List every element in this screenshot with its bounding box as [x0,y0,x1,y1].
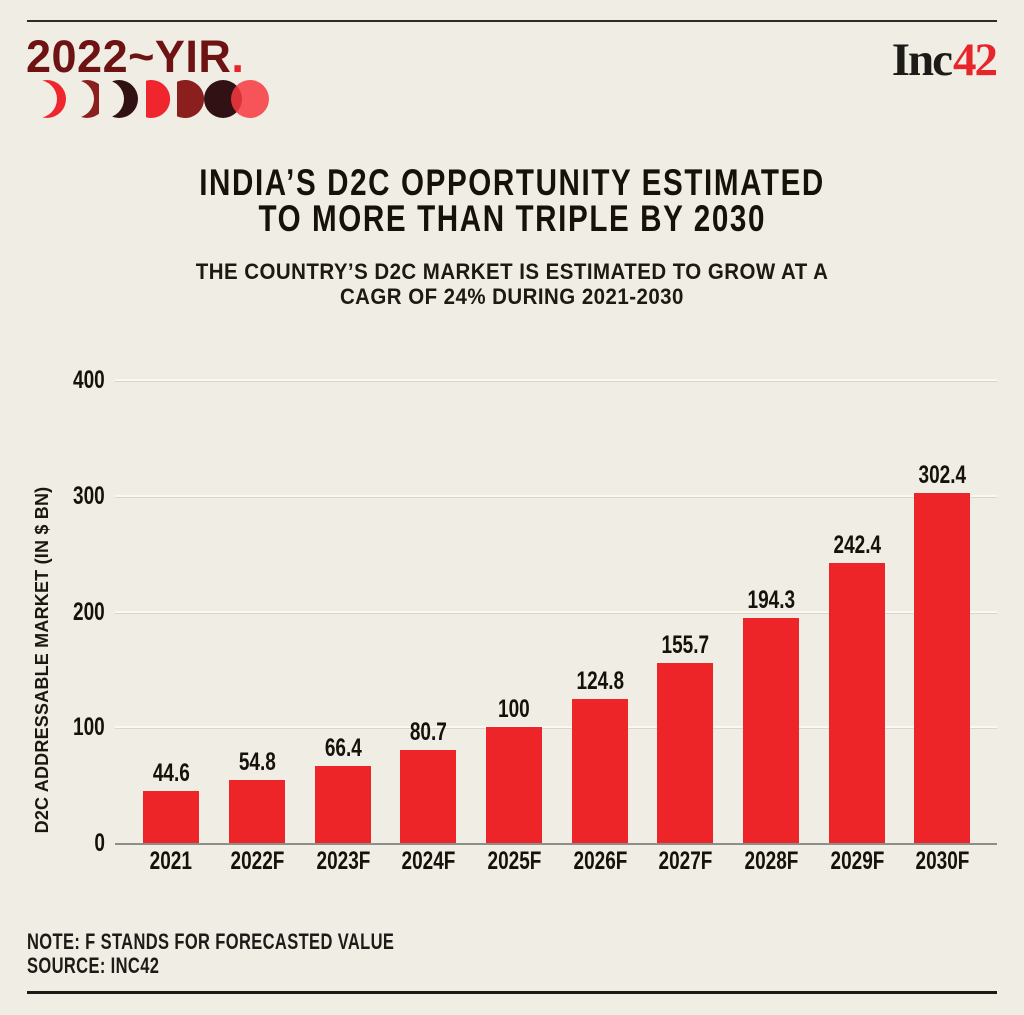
moon-phases-graphic [27,76,277,122]
bar-value-2026F-text: 124.8 [576,667,624,695]
x-axis-line [115,843,997,845]
chart-subtitle: THE COUNTRY’S D2C MARKET IS ESTIMATED TO… [0,259,1024,309]
bottom-divider [27,991,997,994]
x-tick-2028F: 2028F [711,848,831,874]
chart-subtitle-line1: THE COUNTRY’S D2C MARKET IS ESTIMATED TO… [195,259,829,284]
bar-value-2022F: 54.8 [197,749,317,775]
footer-note: NOTE: F STANDS FOR FORECASTED VALUE [27,929,395,954]
bar-value-2023F: 66.4 [283,735,403,761]
bar-value-2026F: 124.8 [540,668,660,694]
bar-2025F [486,727,542,843]
year-in-review-logo-dot: . [231,31,245,82]
chart-subtitle-line2: CAGR OF 24% DURING 2021-2030 [340,284,684,309]
footer-source: SOURCE: INC42 [27,953,160,978]
x-tick-2029F: 2029F [797,848,917,874]
crescent-dark-icon [99,80,138,118]
crescent-thin-red-icon [27,80,66,118]
bar-value-2030F-text: 302.4 [918,461,966,489]
bar-value-2030F: 302.4 [882,462,1002,488]
y-axis-title: D2C ADDRESSABLE MARKET (IN $ BN) [32,486,52,834]
bar-value-2021: 44.6 [111,760,231,786]
bar-2026F [572,699,628,843]
half-moon-red-icon [146,80,171,118]
x-tick-2025F-text: 2025F [487,847,541,875]
year-in-review-logo-text: 2022~YIR [26,31,232,82]
inc42-logo: Inc42 [891,34,998,86]
bar-2022F [229,780,285,843]
y-tick-400: 400 [25,367,105,393]
x-tick-2028F-text: 2028F [744,847,798,875]
inc42-logo-42: 42 [953,34,998,86]
bar-2021 [143,791,199,843]
y-tick-400-text: 400 [73,366,105,395]
bar-2027F [657,663,713,843]
x-tick-2027F: 2027F [625,848,745,874]
bar-2030F [914,493,970,843]
gridline-100 [115,726,997,729]
gibbous-maroon-icon [177,80,205,118]
y-tick-200: 200 [25,599,105,625]
bar-value-2023F-text: 66.4 [324,734,362,762]
bar-value-2028F-text: 194.3 [747,586,795,614]
year-in-review-logo: 2022~YIR. [26,34,244,80]
x-tick-2023F: 2023F [283,848,403,874]
bar-value-2024F: 80.7 [368,719,488,745]
x-tick-2027F-text: 2027F [658,847,712,875]
y-tick-100-text: 100 [73,713,105,742]
bar-value-2029F: 242.4 [797,532,917,558]
y-tick-300: 300 [25,483,105,509]
x-tick-2026F: 2026F [540,848,660,874]
x-tick-2023F-text: 2023F [316,847,370,875]
bar-2023F [315,766,371,843]
x-tick-2021: 2021 [111,848,231,874]
inc42-logo-inc: Inc [891,34,953,86]
footer: NOTE: F STANDS FOR FORECASTED VALUE SOUR… [27,930,517,978]
full-moon-dark-icon [204,80,242,118]
bar-2024F [400,750,456,843]
bar-value-2022F-text: 54.8 [238,748,276,776]
full-moon-red-icon [231,80,269,118]
x-tick-2021-text: 2021 [149,847,193,875]
bar-value-2025F-text: 100 [498,695,530,723]
chart-title: INDIA’S D2C OPPORTUNITY ESTIMATED TO MOR… [0,162,1024,239]
bar-value-2024F-text: 80.7 [409,718,447,746]
x-tick-2025F: 2025F [454,848,574,874]
gridline-300 [115,495,997,498]
bar-value-2028F: 194.3 [711,587,831,613]
bar-value-2027F: 155.7 [625,632,745,658]
chart-title-line2: TO MORE THAN TRIPLE BY 2030 [258,198,766,239]
bar-2028F [743,618,799,843]
x-tick-2029F-text: 2029F [830,847,884,875]
bar-2029F [829,563,885,843]
gridline-200 [115,610,997,613]
x-tick-2030F-text: 2030F [915,847,969,875]
x-tick-2022F: 2022F [197,848,317,874]
top-divider [27,20,997,22]
x-tick-2024F: 2024F [368,848,488,874]
crescent-maroon-icon [67,80,106,118]
y-tick-300-text: 300 [73,482,105,511]
bar-value-2021-text: 44.6 [152,759,190,787]
gridline-400 [115,379,997,382]
y-tick-0-text: 0 [94,829,105,857]
x-tick-2024F-text: 2024F [401,847,455,875]
bar-value-2027F-text: 155.7 [661,631,709,659]
x-tick-2030F: 2030F [882,848,1002,874]
x-tick-2022F-text: 2022F [230,847,284,875]
y-tick-100: 100 [25,714,105,740]
bar-value-2025F: 100 [454,696,574,722]
y-tick-200-text: 200 [73,597,105,626]
chart-title-line1: INDIA’S D2C OPPORTUNITY ESTIMATED [199,162,825,203]
y-tick-0: 0 [25,830,105,856]
x-tick-2026F-text: 2026F [573,847,627,875]
bar-value-2029F-text: 242.4 [833,531,881,559]
